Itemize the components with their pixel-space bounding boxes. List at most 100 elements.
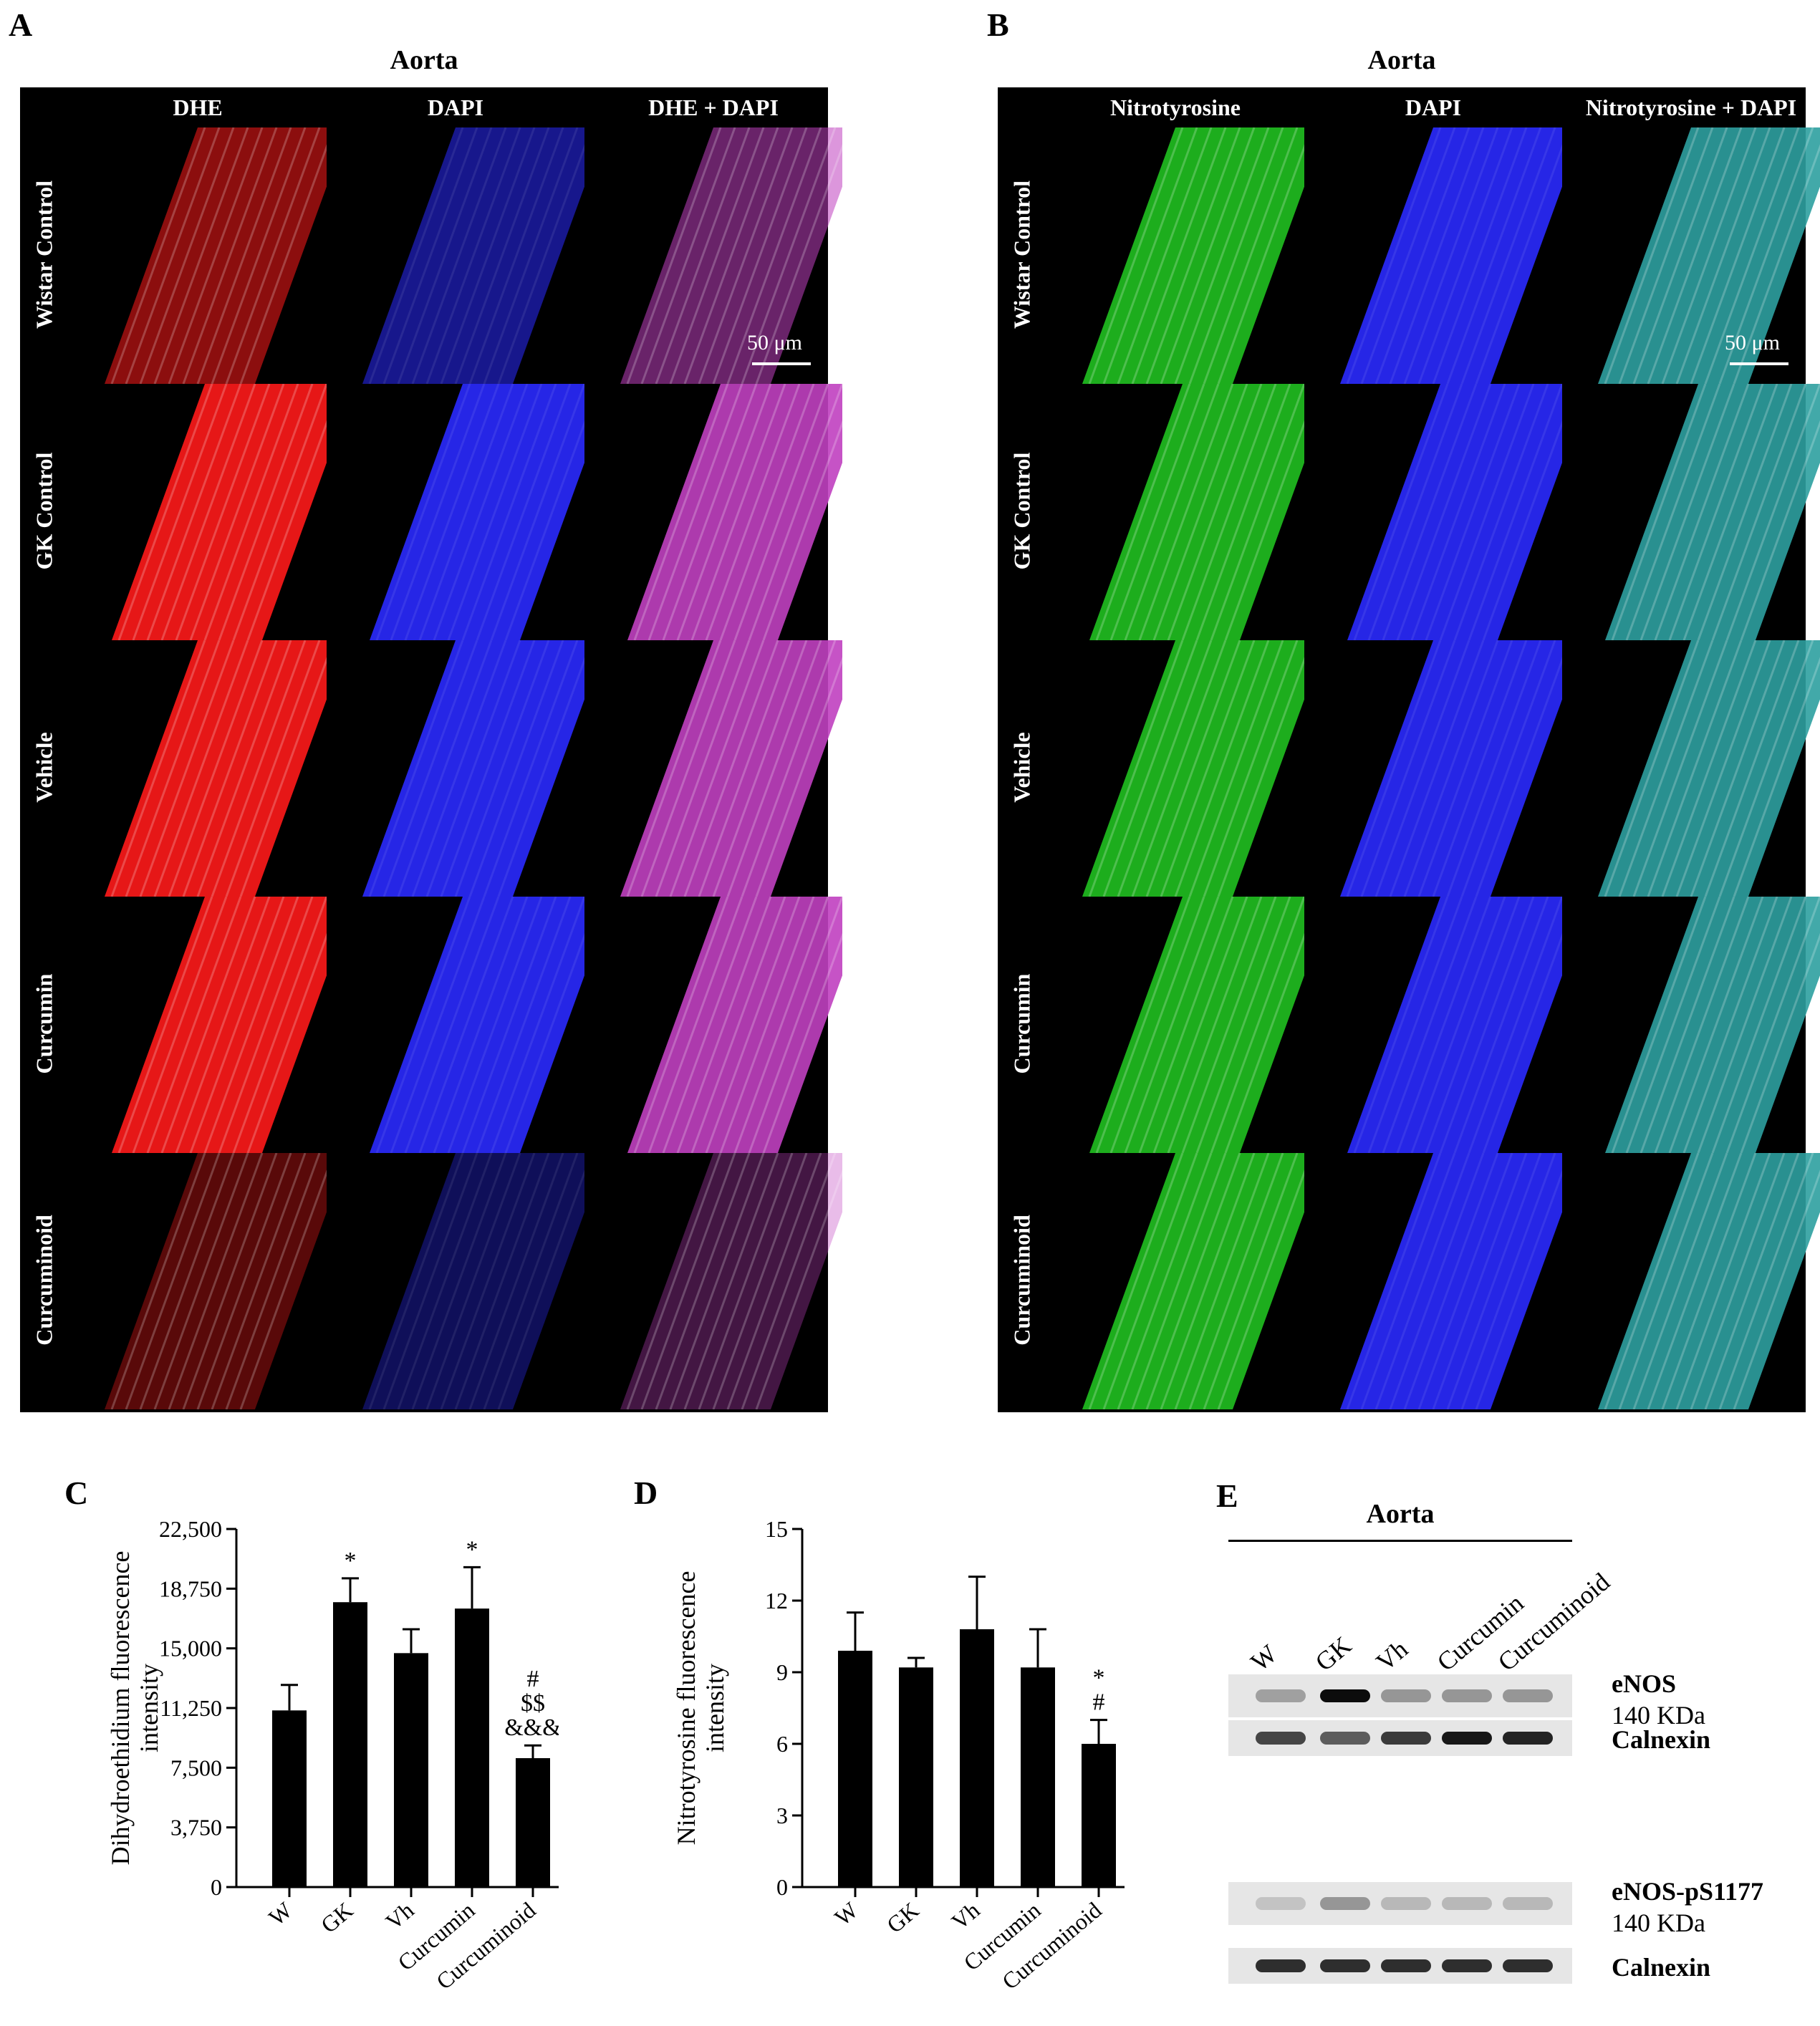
chart-d-x-tick-label: Vh — [946, 1897, 984, 1935]
panel-a-tissue-image — [112, 897, 327, 1153]
chart-c-y-tick-label: 11,250 — [160, 1695, 222, 1721]
blot-band — [1320, 1732, 1370, 1745]
panel-a-tissue-image — [105, 1153, 327, 1409]
panel-b-scale-bar-label: 50 μm — [1725, 331, 1780, 354]
blot-band — [1503, 1689, 1553, 1702]
blot-band — [1256, 1959, 1306, 1972]
panel-a-row-label: Wistar Control — [31, 180, 57, 329]
blot-size-label: 140 KDa — [1612, 1701, 1705, 1730]
chart-d-bar — [1021, 1667, 1055, 1887]
chart-d-y-tick-label: 3 — [776, 1803, 788, 1828]
panel-letter-b: B — [987, 6, 1009, 43]
blot-band — [1503, 1732, 1553, 1745]
chart-d-y-tick-label: 0 — [776, 1874, 788, 1900]
chart-d-bar — [838, 1651, 872, 1887]
panel-a-tissue-image — [105, 127, 327, 384]
blot-strip — [1228, 1674, 1572, 1717]
panel-a-column-header: DAPI — [427, 95, 484, 120]
chart-c-significance-mark: $$ — [521, 1690, 545, 1717]
chart-c-bar — [394, 1653, 428, 1887]
panel-a-tissue-image — [370, 384, 584, 640]
panel-b-tissue-image — [1082, 127, 1304, 384]
panel-e-title-rule — [1228, 1540, 1572, 1542]
panel-b-tissue-image — [1598, 1153, 1820, 1409]
panel-a-tissue-image — [370, 897, 584, 1153]
chart-d-bar — [1082, 1744, 1116, 1887]
blot-protein-label: Calnexin — [1612, 1725, 1711, 1754]
blot-band — [1442, 1959, 1492, 1972]
chart-c-dihydroethidium: 0 3,750 7,500 11,250 15,000 18,750 22,500 Dihyd… — [106, 1516, 559, 1994]
blot-band — [1503, 1959, 1553, 1972]
panel-a-scale-bar — [752, 362, 811, 365]
panel-a-tissue-image — [105, 640, 327, 897]
blot-band — [1381, 1689, 1431, 1702]
blot-band — [1442, 1732, 1492, 1745]
chart-d-x-tick-label: W — [829, 1896, 863, 1931]
chart-c-bar — [333, 1602, 367, 1887]
chart-d-bar — [899, 1667, 933, 1887]
blot-strip — [1228, 1720, 1572, 1756]
chart-c-significance-mark: # — [527, 1666, 539, 1692]
chart-c-x-tick-label: GK — [316, 1897, 358, 1938]
panel-a-column-header: DHE + DAPI — [648, 95, 779, 120]
panel-a-tissue-image — [620, 1153, 842, 1409]
blot-lane-label: GK — [1309, 1631, 1357, 1677]
panel-b-tissue-image — [1340, 640, 1562, 897]
blot-band — [1442, 1897, 1492, 1910]
chart-c-y-tick-label: 0 — [211, 1874, 222, 1900]
panel-a-row-label: Curcumin — [31, 973, 57, 1074]
chart-c-y-tick-label: 18,750 — [159, 1576, 222, 1601]
chart-d-nitrotyrosine: 0 3 6 9 12 15 Nitrotyrosine fluorescenceintens… — [672, 1516, 1125, 1994]
chart-d-significance-mark: # — [1093, 1689, 1105, 1716]
panel-b-micrograph-grid: Nitrotyrosine DAPI Nitrotyrosine + DAPI Wis… — [998, 87, 1820, 1412]
blot-protein-label: eNOS-pS1177 — [1612, 1877, 1764, 1906]
panel-letter-d: D — [634, 1475, 658, 1511]
chart-d-y-tick-label: 12 — [765, 1588, 788, 1613]
blot-band — [1381, 1897, 1431, 1910]
panel-b-tissue-image — [1082, 640, 1304, 897]
panel-b-row-label: Wistar Control — [1008, 180, 1035, 329]
panel-a-tissue-image — [620, 640, 842, 897]
panel-letter-a: A — [9, 6, 33, 43]
panel-a-row-label: Curcuminoid — [31, 1215, 57, 1346]
panel-a-tissue-image — [627, 897, 842, 1153]
panel-a-tissue-image — [620, 127, 842, 384]
chart-c-y-tick-label: 15,000 — [159, 1636, 222, 1661]
panel-b-title: Aorta — [1367, 45, 1436, 75]
panel-letter-c: C — [64, 1475, 89, 1511]
blot-band — [1256, 1897, 1306, 1910]
chart-d-x-tick-label: GK — [882, 1897, 924, 1938]
panel-letter-e: E — [1216, 1477, 1238, 1514]
blot-band — [1442, 1689, 1492, 1702]
chart-d-y-tick-label: 9 — [776, 1659, 788, 1685]
panel-b-tissue-image — [1082, 1153, 1304, 1409]
panel-a-tissue-image — [362, 640, 584, 897]
panel-a-tissue-image — [627, 384, 842, 640]
panel-b-tissue-image — [1605, 384, 1820, 640]
chart-d-y-tick-label: 15 — [765, 1516, 788, 1542]
blot-protein-label: eNOS — [1612, 1669, 1676, 1698]
panel-a-tissue-image — [362, 1153, 584, 1409]
panel-b-tissue-image — [1089, 897, 1304, 1153]
blot-band — [1320, 1897, 1370, 1910]
panel-b-tissue-image — [1347, 384, 1562, 640]
blot-band — [1503, 1897, 1553, 1910]
chart-c-y-tick-label: 7,500 — [170, 1755, 222, 1780]
blot-band — [1320, 1959, 1370, 1972]
chart-d-significance-mark: * — [1093, 1665, 1105, 1692]
panel-b-tissue-image — [1089, 384, 1304, 640]
chart-d-bar — [960, 1629, 994, 1887]
panel-b-column-header: DAPI — [1405, 95, 1462, 120]
panel-b-tissue-image — [1605, 897, 1820, 1153]
panel-b-tissue-image — [1347, 897, 1562, 1153]
panel-a-row-label: GK Control — [31, 452, 57, 570]
chart-c-x-tick-label: Vh — [380, 1897, 418, 1935]
panel-a-micrograph-grid: DHE DAPI DHE + DAPI Wistar Control GK Contro… — [20, 87, 842, 1412]
blot-band — [1320, 1689, 1370, 1702]
chart-c-bar — [272, 1710, 307, 1887]
blot-size-label: 140 KDa — [1612, 1909, 1705, 1937]
panel-a-row-label: Vehicle — [31, 732, 57, 803]
chart-d-y-tick-label: 6 — [776, 1731, 788, 1757]
chart-c-bar — [516, 1758, 550, 1887]
chart-c-significance-mark: * — [466, 1536, 478, 1563]
